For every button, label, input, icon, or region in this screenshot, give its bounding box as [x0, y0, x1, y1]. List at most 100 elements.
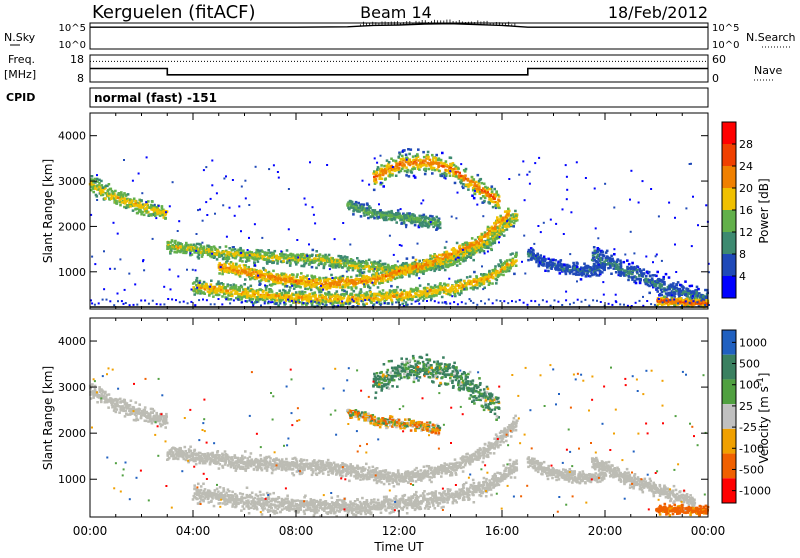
power-cell [481, 191, 484, 194]
power-cell [213, 257, 216, 260]
power-cell [440, 159, 443, 162]
power-cell [412, 221, 415, 224]
power-cell [375, 172, 378, 175]
power-cell [408, 153, 411, 156]
power-cell [226, 285, 229, 288]
power-cell [346, 256, 349, 259]
power-cell [315, 283, 318, 286]
power-cell [488, 275, 491, 278]
power-cell [262, 290, 265, 293]
power-cell [110, 188, 113, 191]
power-cell [419, 219, 422, 222]
power-cell [353, 290, 356, 293]
power-cell [395, 221, 398, 224]
power-cell [427, 268, 430, 271]
power-cell [225, 258, 228, 261]
power-cell [419, 284, 422, 287]
power-cell [104, 197, 107, 200]
power-cell [486, 194, 489, 197]
power-cell [205, 283, 208, 286]
power-cell [403, 271, 406, 274]
power-cell [419, 290, 422, 293]
power-cell [450, 286, 453, 289]
power-cell [448, 253, 451, 256]
power-cell [118, 192, 121, 195]
power-cell [467, 178, 470, 181]
power-cell [253, 262, 256, 265]
power-cell [441, 265, 444, 268]
power-cell [324, 279, 327, 282]
power-cell [368, 259, 371, 262]
power-cell [347, 286, 350, 289]
power-cell [415, 259, 418, 262]
power-cell [425, 168, 428, 171]
power-cell [275, 294, 278, 297]
power-cell [151, 200, 154, 203]
power-cell [391, 174, 394, 177]
power-cell [411, 216, 414, 219]
power-cell [260, 270, 263, 273]
power-cell [527, 253, 530, 256]
power-cell [382, 289, 385, 292]
power-cell [318, 296, 321, 299]
power-cell [386, 167, 389, 170]
power-cell [200, 290, 203, 293]
power-cell [421, 291, 424, 294]
power-cell [424, 222, 427, 225]
power-cell [412, 155, 415, 158]
power-cell [385, 219, 388, 222]
power-cell [306, 274, 309, 277]
power-cell [259, 253, 262, 256]
power-cell [388, 218, 391, 221]
power-cell [367, 217, 370, 220]
power-cell [378, 275, 381, 278]
power-cell [355, 201, 358, 204]
power-cell [272, 261, 275, 264]
power-cell [285, 276, 288, 279]
power-cell [220, 282, 223, 285]
power-cell [471, 237, 474, 240]
power-cell [454, 182, 457, 185]
power-cell [435, 286, 438, 289]
power-cell [124, 197, 127, 200]
power-cell [368, 270, 371, 273]
power-cell [480, 197, 483, 200]
power-cell [414, 176, 417, 179]
power-cell [313, 285, 316, 288]
nsky-series-line [90, 24, 708, 28]
power-cell [365, 303, 368, 306]
power-cell [377, 298, 380, 301]
power-cell [474, 182, 477, 185]
power-cell [421, 225, 424, 228]
power-cell [231, 249, 234, 252]
power-cell [431, 154, 434, 157]
power-cell [344, 255, 347, 258]
power-cell [286, 262, 289, 265]
power-cell [284, 290, 287, 293]
power-cell [401, 303, 404, 306]
power-cell [196, 277, 199, 280]
power-cell [435, 157, 438, 160]
power-cell [476, 287, 479, 290]
power-cell [134, 208, 137, 211]
power-cell [96, 178, 99, 181]
power-cell [296, 276, 299, 279]
power-cell [396, 277, 399, 280]
power-cell [309, 283, 312, 286]
power-cell [140, 213, 143, 216]
power-cell [288, 289, 291, 292]
power-cell [491, 185, 494, 188]
power-cell [466, 276, 469, 279]
power-cell [435, 216, 438, 219]
power-cell [409, 158, 412, 161]
power-cell [341, 266, 344, 269]
nsearch-tick-top: 10^5 [712, 23, 739, 34]
beam-title: Beam 14 [360, 3, 432, 22]
power-cell [460, 290, 463, 293]
power-cell [386, 292, 389, 295]
power-cell [473, 178, 476, 181]
power-cell [503, 234, 506, 237]
power-cell [458, 172, 461, 175]
power-cell [98, 182, 101, 185]
power-cell [285, 279, 288, 282]
